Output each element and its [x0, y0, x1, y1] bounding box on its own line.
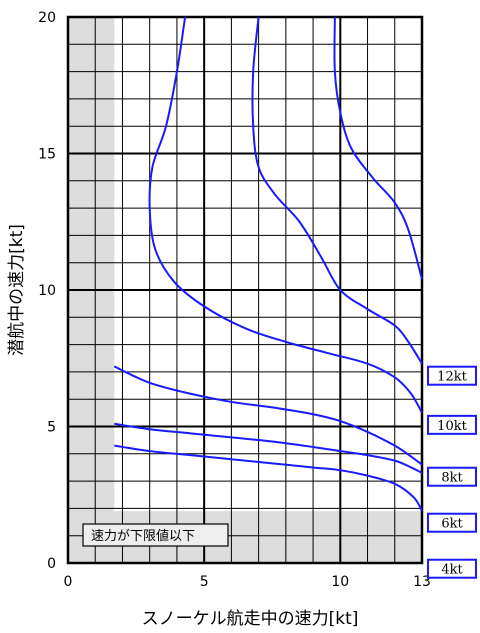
- plot-frame: [66, 15, 424, 565]
- shaded-note-box: [82, 523, 229, 547]
- series-label: 10kt: [437, 419, 467, 434]
- series-label-box: [427, 466, 477, 487]
- series-label: 12kt: [437, 370, 467, 385]
- y-tick-label: 5: [47, 420, 56, 436]
- series-curve: [114, 444, 423, 512]
- series-curve: [148, 16, 423, 414]
- x-tick-label: 10: [331, 574, 349, 590]
- y-tick-label: 20: [38, 10, 56, 26]
- series-curve: [251, 16, 423, 365]
- x-tick-label: 5: [200, 574, 209, 590]
- series-label-box: [427, 512, 477, 533]
- shaded-note: 速力が下限値以下: [82, 523, 229, 547]
- series-label-box: [427, 414, 477, 435]
- series-curve: [113, 365, 423, 466]
- y-axis-title: 潜航中の速力[kt]: [7, 224, 27, 356]
- y-tick-label: 0: [47, 556, 56, 572]
- grid: [66, 15, 424, 565]
- x-tick-label: 0: [64, 574, 73, 590]
- series-label-box: [427, 365, 477, 386]
- series-labels: 12kt 10kt 8kt 6kt 4kt: [427, 365, 477, 579]
- series-label-box: [427, 558, 477, 579]
- y-tick-label: 10: [38, 283, 56, 299]
- series-label: 8kt: [441, 471, 463, 486]
- tick-labels: 0 5 10 13 0 5 10 15 20: [38, 10, 431, 590]
- series-curve: [114, 422, 423, 474]
- x-axis-title: スノーケル航走中の速力[kt]: [142, 609, 359, 629]
- curves: [113, 16, 423, 512]
- series-curve: [333, 16, 423, 280]
- y-tick-label: 15: [38, 147, 56, 163]
- x-tick-label: 13: [413, 574, 431, 590]
- shaded-note-text: 速力が下限値以下: [91, 528, 195, 544]
- series-label: 4kt: [441, 563, 463, 578]
- series-label: 6kt: [441, 517, 463, 532]
